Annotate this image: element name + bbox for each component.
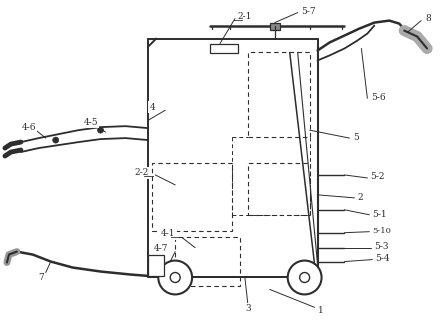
Bar xyxy=(148,255,164,277)
Bar xyxy=(248,52,310,137)
Text: 7: 7 xyxy=(38,273,44,282)
Ellipse shape xyxy=(170,272,180,282)
Text: 5-7: 5-7 xyxy=(302,7,316,16)
Bar xyxy=(248,163,310,215)
Text: 1: 1 xyxy=(318,306,323,315)
Text: 2-1: 2-1 xyxy=(238,12,253,21)
Text: 4-7: 4-7 xyxy=(154,244,168,253)
Ellipse shape xyxy=(97,127,104,133)
Text: 3: 3 xyxy=(245,304,251,313)
Text: 8: 8 xyxy=(425,14,431,23)
Text: 5-6: 5-6 xyxy=(371,93,386,102)
Text: 4-1: 4-1 xyxy=(161,229,175,238)
Text: 2: 2 xyxy=(358,193,363,202)
Ellipse shape xyxy=(288,260,322,294)
Text: 4-5: 4-5 xyxy=(83,118,98,127)
Bar xyxy=(152,163,232,231)
Text: 5-2: 5-2 xyxy=(370,172,385,181)
Ellipse shape xyxy=(53,137,59,143)
Text: 5-10: 5-10 xyxy=(373,227,391,235)
Text: 5: 5 xyxy=(354,133,359,142)
Bar xyxy=(210,43,238,53)
Text: 5-4: 5-4 xyxy=(375,254,390,263)
Ellipse shape xyxy=(299,272,310,282)
Text: 5-3: 5-3 xyxy=(374,242,389,251)
Text: 5-1: 5-1 xyxy=(373,210,387,219)
Ellipse shape xyxy=(158,260,192,294)
Bar xyxy=(270,23,280,30)
Text: 4-6: 4-6 xyxy=(22,123,36,132)
Text: 4: 4 xyxy=(150,103,155,112)
Text: 2-2: 2-2 xyxy=(134,168,148,177)
Bar xyxy=(175,237,240,287)
